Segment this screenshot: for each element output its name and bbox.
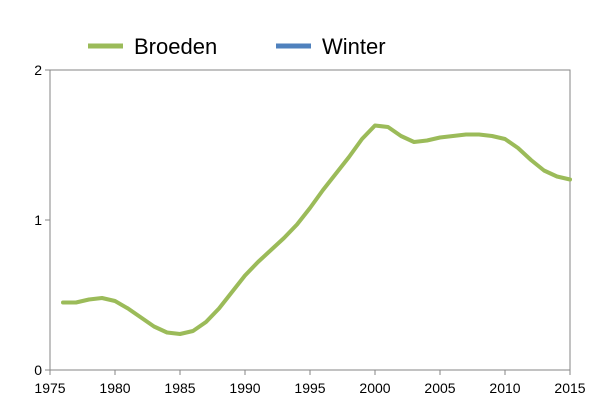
x-tick-label: 2000 <box>359 380 390 396</box>
x-tick-label: 2015 <box>554 380 585 396</box>
y-tick-label: 2 <box>34 62 42 78</box>
x-axis: 1975 1980 1985 1990 1995 2000 2005 2010 2015 <box>34 370 586 396</box>
y-tick-label: 0 <box>34 362 42 378</box>
legend-label-winter: Winter <box>322 34 386 59</box>
series-layer <box>61 123 572 336</box>
y-axis: 0 1 2 <box>34 62 50 378</box>
x-tick-label: 1995 <box>294 380 325 396</box>
x-tick-label: 1980 <box>99 380 130 396</box>
plot-area <box>49 69 571 371</box>
legend: Broeden Winter <box>88 34 386 59</box>
x-tick-label: 1975 <box>34 380 65 396</box>
legend-label-broeden: Broeden <box>134 34 217 59</box>
y-tick-label: 1 <box>34 212 42 228</box>
series-line-broeden <box>61 123 572 336</box>
x-tick-label: 2010 <box>489 380 520 396</box>
x-tick-label: 2005 <box>424 380 455 396</box>
x-tick-label: 1990 <box>229 380 260 396</box>
x-tick-label: 1985 <box>164 380 195 396</box>
